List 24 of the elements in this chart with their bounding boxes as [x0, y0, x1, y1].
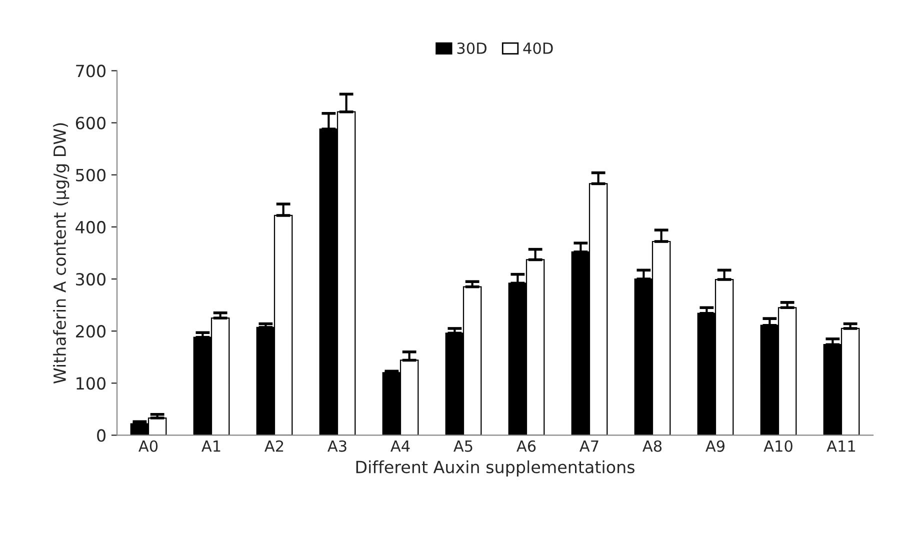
y-tick-label: 400 [76, 220, 106, 234]
y-tick-label: 100 [76, 377, 106, 390]
x-tick-label: A1 [202, 440, 220, 452]
y-tick-label: 700 [76, 64, 106, 78]
legend-label: 30D [457, 42, 486, 54]
x-tick-label: A0 [138, 440, 158, 452]
y-tick-label: 200 [76, 325, 106, 338]
x-tick-label: A11 [826, 440, 856, 452]
x-axis-title: Different Auxin supplementations [356, 460, 634, 477]
x-tick-label: A10 [764, 440, 792, 452]
y-tick-label: 500 [76, 168, 106, 182]
x-tick-label: A3 [328, 440, 346, 452]
y-tick-label: 0 [97, 429, 106, 442]
x-tick-label: A8 [642, 440, 662, 452]
x-tick-label: A7 [580, 440, 598, 452]
y-tick-label: 300 [76, 272, 106, 286]
x-tick-label: A9 [706, 440, 725, 452]
y-axis-title: Withaferin A content (µg/g DW) [53, 123, 70, 384]
x-tick-label: A4 [390, 440, 410, 452]
y-tick-label: 600 [76, 116, 106, 130]
x-tick-label: A2 [264, 440, 284, 452]
x-tick-label: A5 [454, 440, 472, 452]
x-tick-label: A6 [516, 440, 536, 452]
legend-label: 40D [523, 42, 553, 54]
